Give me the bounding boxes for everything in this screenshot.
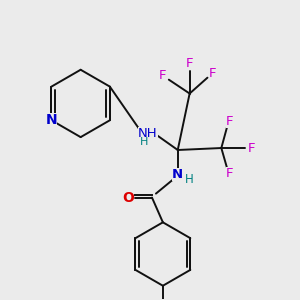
Text: N: N: [46, 113, 57, 127]
Text: F: F: [186, 57, 194, 70]
Text: H: H: [185, 173, 194, 186]
Text: F: F: [247, 142, 255, 154]
Text: O: O: [122, 190, 134, 205]
Text: F: F: [209, 67, 216, 80]
Text: F: F: [226, 167, 233, 180]
Text: NH: NH: [138, 127, 158, 140]
Text: F: F: [226, 115, 233, 128]
Text: H: H: [140, 137, 148, 147]
Text: N: N: [172, 168, 183, 181]
Text: F: F: [159, 69, 166, 82]
